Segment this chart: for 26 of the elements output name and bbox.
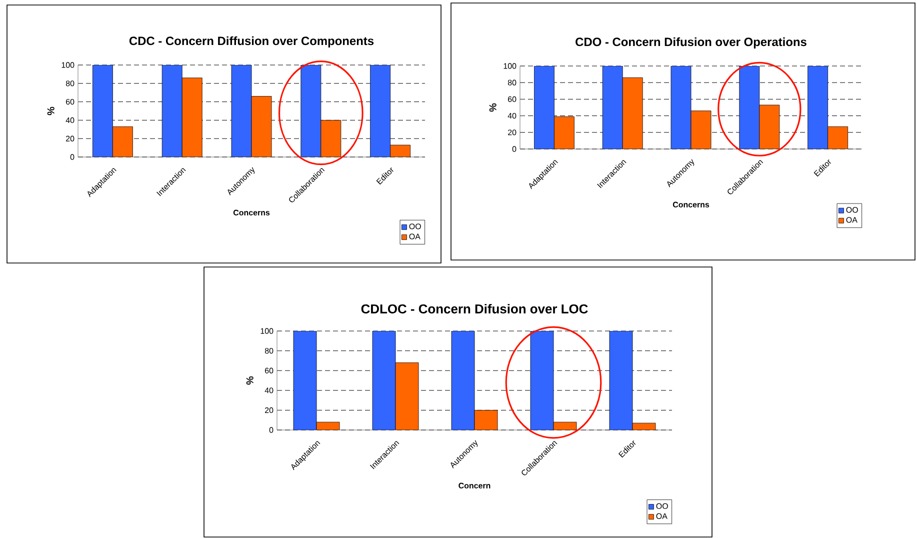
bar	[670, 66, 692, 149]
bar	[808, 66, 828, 149]
bar	[534, 66, 554, 149]
bar	[300, 65, 322, 157]
bar	[739, 66, 760, 149]
bar	[92, 65, 113, 157]
chart-title: CDLOC - Concern Difusion over LOC	[361, 304, 588, 314]
bar	[320, 120, 342, 157]
bar	[112, 126, 133, 157]
bar	[182, 78, 202, 157]
y-axis-title: %	[489, 103, 496, 112]
bar	[390, 144, 411, 157]
chart-title: CDC - Concern Diffusion over Components	[129, 36, 374, 48]
bar	[554, 116, 574, 149]
bar	[828, 126, 848, 149]
bar	[602, 66, 623, 149]
chart-title: CDO - Concern Difusion over Operations	[576, 37, 806, 49]
y-axis-title: %	[246, 376, 254, 385]
bar	[231, 65, 252, 157]
y-axis-title: %	[47, 106, 54, 116]
bar	[690, 110, 712, 149]
bar	[162, 65, 182, 157]
bar	[622, 77, 643, 149]
bar	[370, 65, 391, 157]
bar	[759, 104, 780, 149]
bar	[251, 96, 272, 157]
